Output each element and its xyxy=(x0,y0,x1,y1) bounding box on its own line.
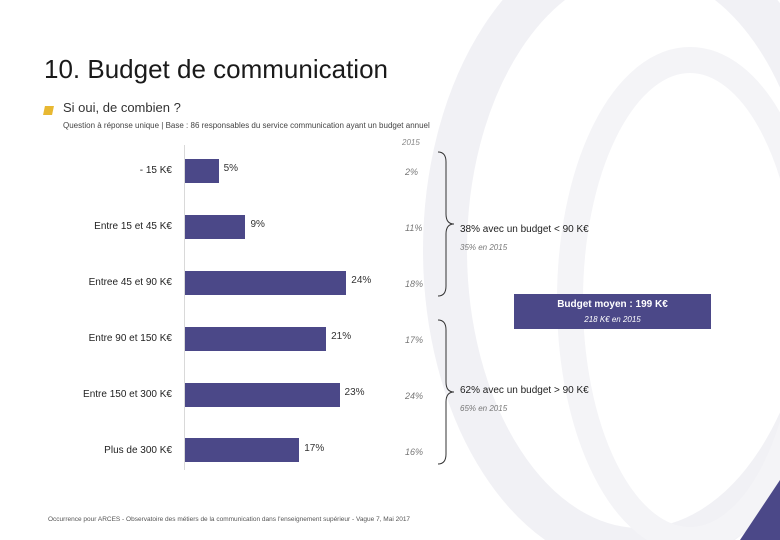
previous-year-value: 16% xyxy=(405,447,424,457)
bullet-icon xyxy=(43,106,54,115)
bar xyxy=(185,383,340,407)
source-note: Occurrence pour ARCES - Observatoire des… xyxy=(48,516,411,523)
previous-year-value: 11% xyxy=(405,223,423,233)
chart-axis xyxy=(184,145,185,470)
previous-year-value: 18% xyxy=(405,279,424,289)
bar xyxy=(185,215,246,239)
bar xyxy=(185,438,300,462)
bar-value-label: 24% xyxy=(351,275,372,286)
group-brace-low xyxy=(437,151,455,297)
bar xyxy=(185,327,327,351)
category-label: Entre 150 et 300 K€ xyxy=(83,389,172,400)
category-label: - 15 K€ xyxy=(139,165,172,176)
category-label: Entre 90 et 150 K€ xyxy=(88,333,172,344)
low-group-previous: 35% en 2015 xyxy=(460,243,508,252)
high-group-previous: 65% en 2015 xyxy=(460,404,508,413)
question-title: Si oui, de combien ? xyxy=(63,100,181,115)
comparison-year-label: 2015 xyxy=(402,138,420,147)
average-budget-value: Budget moyen : 199 K€ xyxy=(557,299,668,310)
previous-year-value: 2% xyxy=(405,167,419,177)
question-note: Question à réponse unique | Base : 86 re… xyxy=(63,121,430,130)
corner-decoration xyxy=(740,480,780,540)
average-budget-previous: 218 K€ en 2015 xyxy=(584,315,641,324)
bar-value-label: 23% xyxy=(344,387,365,398)
high-group-summary: 62% avec un budget > 90 K€ xyxy=(460,385,589,396)
previous-year-value: 24% xyxy=(405,391,424,401)
bar xyxy=(185,159,219,183)
bar-value-label: 21% xyxy=(331,331,352,342)
page-title: 10. Budget de communication xyxy=(44,54,388,84)
bar-value-label: 5% xyxy=(223,163,239,174)
category-label: Entre 15 et 45 K€ xyxy=(94,221,172,232)
previous-year-value: 17% xyxy=(405,335,424,345)
average-budget-box: Budget moyen : 199 K€ 218 K€ en 2015 xyxy=(514,294,711,329)
bar-value-label: 17% xyxy=(304,443,325,454)
category-label: Entree 45 et 90 K€ xyxy=(88,277,172,288)
bar xyxy=(185,271,347,295)
bar-value-label: 9% xyxy=(250,219,265,230)
group-brace-high xyxy=(437,319,455,465)
category-label: Plus de 300 K€ xyxy=(104,445,172,456)
low-group-summary: 38% avec un budget < 90 K€ xyxy=(460,224,589,235)
